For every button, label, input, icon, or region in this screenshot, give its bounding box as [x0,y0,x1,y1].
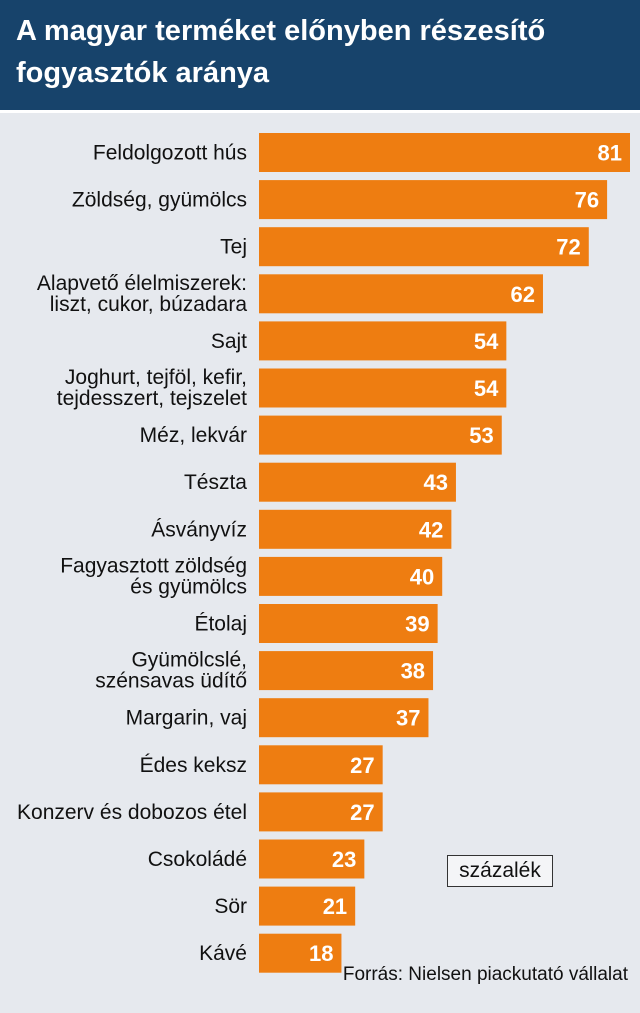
bar [259,227,589,267]
bar [259,839,365,879]
chart-title-line-2: fogyasztók aránya [16,57,270,89]
category-label: Alapvető élelmiszerek: liszt, cukor, búza… [37,272,247,316]
bar-value-label: 39 [405,612,429,637]
category-label: Sör [214,895,247,918]
bar-value-label: 18 [309,941,333,966]
bar [259,368,507,408]
category-label: Édes keksz [140,754,247,777]
bar-value-label: 27 [350,800,374,825]
category-label: Csokoládé [148,848,247,871]
bar-value-label: 21 [323,894,347,919]
bar [259,792,383,832]
bar [259,745,383,785]
category-label: Étolaj [194,613,247,636]
bar [259,556,443,596]
bar [259,604,438,643]
bar-value-label: 42 [419,517,443,542]
bar-value-label: 76 [575,188,599,213]
category-label: Méz, lekvár [140,424,247,447]
category-label: Tészta [184,471,247,494]
bar-value-label: 43 [423,470,447,495]
bar [259,651,434,691]
bar-value-label: 81 [598,141,622,166]
unit-label: százalék [447,855,553,887]
bar [259,698,429,738]
category-label: Kávé [199,942,247,965]
bar [259,462,456,502]
bar [259,133,630,172]
bar-value-label: 72 [556,235,580,260]
bar [259,180,608,220]
header-divider [0,110,640,113]
category-label: Sajt [211,330,247,353]
bar-value-label: 40 [410,564,434,589]
category-label: Ásványvíz [151,518,247,541]
source-note: Forrás: Nielsen piackutató vállalat [342,964,628,985]
chart-title-line-1: A magyar terméket előnyben részesítő [16,15,546,47]
bar-value-label: 23 [332,847,356,872]
header: A magyar terméket előnyben részesítő fog… [0,0,640,110]
category-label: Gyümölcslé, szénsavas üdítő [95,649,247,693]
bar-value-label: 37 [396,706,420,731]
bar-value-label: 27 [350,753,374,778]
bar-value-label: 38 [401,659,425,684]
category-label: Fagyasztott zöldség és gyümölcs [60,554,247,598]
category-label: Joghurt, tejföl, kefir, tejdesszert, tejs… [57,366,247,410]
category-label: Feldolgozott hús [93,142,247,165]
bar [259,321,507,361]
bar-value-label: 53 [469,423,493,448]
bar [259,415,502,455]
bar [259,274,543,314]
category-label: Tej [220,236,247,259]
category-label: Margarin, vaj [126,707,247,730]
bar-value-label: 54 [474,376,499,401]
category-label: Konzerv és dobozos étel [17,801,247,824]
category-label: Zöldség, gyümölcs [72,189,247,212]
bar [259,933,342,973]
bar [259,886,356,926]
bar-value-label: 54 [474,329,499,354]
bar [259,509,452,549]
bar-value-label: 62 [510,282,534,307]
